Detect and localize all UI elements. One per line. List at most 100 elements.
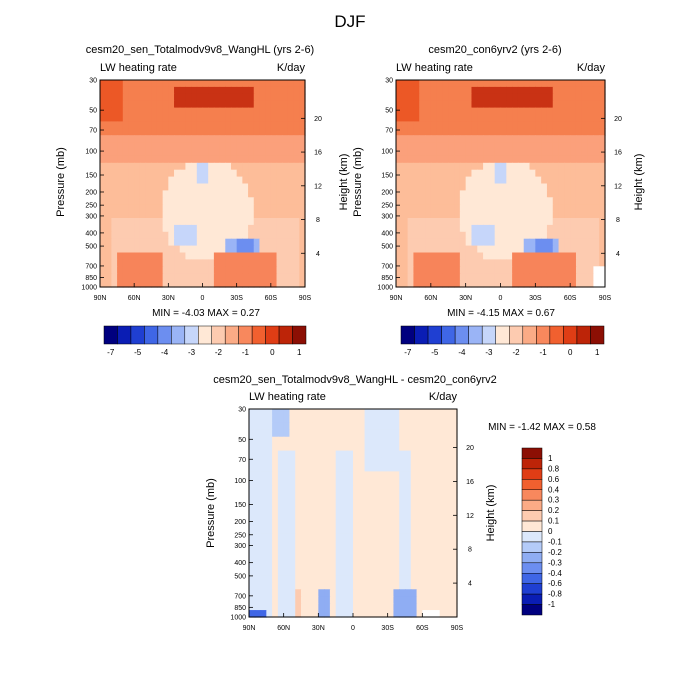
panel-2-cell	[570, 266, 577, 274]
panel-2-cell	[558, 211, 565, 219]
panel-2-cell	[541, 93, 548, 102]
panel-3-cell	[364, 478, 371, 486]
panel-1-cell	[287, 155, 295, 164]
panel-3-cell	[347, 519, 354, 528]
panel-3-cell	[254, 409, 262, 417]
panel-3-cell	[405, 610, 412, 618]
panel-1-cell	[282, 218, 289, 226]
panel-1-cell	[105, 149, 112, 157]
panel-3-cell	[439, 582, 447, 590]
panel-1-cell	[270, 218, 278, 226]
panel-3-cell	[249, 464, 256, 472]
panel-3-cell	[422, 589, 429, 597]
panel-2-colorbar-box	[549, 325, 564, 345]
panel-1-cell	[287, 86, 295, 95]
panel-3-cell	[370, 422, 377, 431]
panel-2-cell	[512, 80, 519, 88]
panel-2-cell	[517, 169, 525, 178]
panel-2-cell	[587, 273, 594, 281]
panel-3-cell	[341, 429, 348, 438]
panel-2-cell	[459, 197, 467, 205]
panel-3-cell	[341, 415, 348, 424]
panel-3-colorbar-label: 0	[548, 527, 553, 536]
panel-1-cell	[168, 231, 175, 240]
panel-1-cell	[145, 190, 152, 198]
panel-3-cell	[254, 582, 262, 590]
panel-3-cell	[445, 443, 452, 452]
panel-3-cell	[249, 596, 256, 604]
panel-2-cell	[541, 107, 548, 116]
panel-2-cell	[570, 149, 577, 157]
panel-3-cell	[399, 506, 406, 514]
panel-1-cell	[287, 114, 295, 122]
panel-1-cell	[139, 162, 147, 171]
panel-1-cell	[122, 273, 130, 281]
panel-3-cell	[370, 464, 377, 472]
panel-2-cell	[587, 280, 594, 288]
panel-2-cell	[430, 86, 438, 95]
panel-1-cell	[196, 80, 204, 88]
panel-2-cell	[436, 190, 444, 198]
panel-1-cell	[134, 176, 141, 185]
panel-3-cell	[387, 506, 395, 514]
panel-2-cell	[465, 100, 473, 109]
panel-2-cell	[570, 142, 577, 150]
panel-2-cell	[558, 93, 565, 102]
panel-1-cell	[208, 80, 215, 88]
panel-3-cell	[399, 582, 406, 590]
panel-2-cell	[506, 259, 513, 267]
panel-1-cell	[225, 238, 232, 247]
panel-3-cell	[364, 513, 371, 521]
panel-2-cell	[396, 142, 403, 150]
panel-3-cell	[306, 533, 314, 542]
panel-2-cell	[506, 93, 513, 102]
panel-2-cell	[581, 238, 589, 247]
panel-2-cell	[552, 252, 560, 260]
panel-1-cell	[179, 169, 187, 178]
panel-1-cell	[185, 231, 192, 240]
panel-1-cell	[282, 204, 289, 212]
panel-1-cell	[111, 162, 118, 171]
panel-3-cell	[318, 610, 325, 618]
panel-1-cell	[213, 211, 221, 219]
panel-1-cell	[185, 100, 192, 109]
panel-3-colorbar-box	[521, 593, 543, 605]
panel-2-cell	[517, 114, 525, 122]
panel-2-cell	[593, 190, 600, 198]
panel-2-cell	[413, 162, 420, 171]
panel-3-cell	[318, 540, 325, 549]
panel-3-cell	[260, 485, 267, 493]
panel-1-cell	[122, 100, 130, 109]
panel-1-cell	[111, 155, 118, 164]
panel-2-colorbar-box	[576, 325, 591, 345]
panel-2-cell	[488, 204, 496, 212]
panel-1-cell	[162, 162, 169, 171]
panel-3-cell	[306, 499, 314, 507]
panel-2-cell	[546, 128, 554, 136]
panel-2-cell	[425, 86, 432, 95]
panel-3-cell	[381, 547, 389, 556]
panel-3-cell	[347, 450, 354, 459]
panel-1-cell	[282, 149, 289, 157]
panel-2-min-max: MIN = -4.15 MAX = 0.67	[447, 308, 555, 319]
panel-1-cell	[248, 238, 255, 247]
panel-2-ytick-label: 100	[381, 149, 393, 156]
panel-2-cell	[599, 142, 606, 150]
panel-3-cell	[306, 450, 314, 459]
panel-1-cell	[111, 211, 118, 219]
panel-2-cell	[523, 231, 531, 240]
panel-3-cell	[451, 603, 458, 611]
panel-2-cell	[599, 162, 606, 171]
panel-2-cell	[570, 162, 577, 171]
panel-1-cell	[299, 107, 306, 116]
panel-3-cell	[439, 492, 447, 500]
panel-1-xtick-label: 30N	[162, 295, 175, 302]
panel-2-cell	[494, 155, 502, 164]
panel-3-cell	[312, 582, 319, 590]
panel-1-cell	[230, 197, 238, 205]
panel-1-cell	[230, 266, 238, 274]
panel-3-cell	[277, 471, 285, 479]
panel-3-ytick-label: 70	[238, 457, 246, 464]
panel-3-cell	[347, 471, 354, 479]
panel-1-cell	[236, 231, 243, 240]
